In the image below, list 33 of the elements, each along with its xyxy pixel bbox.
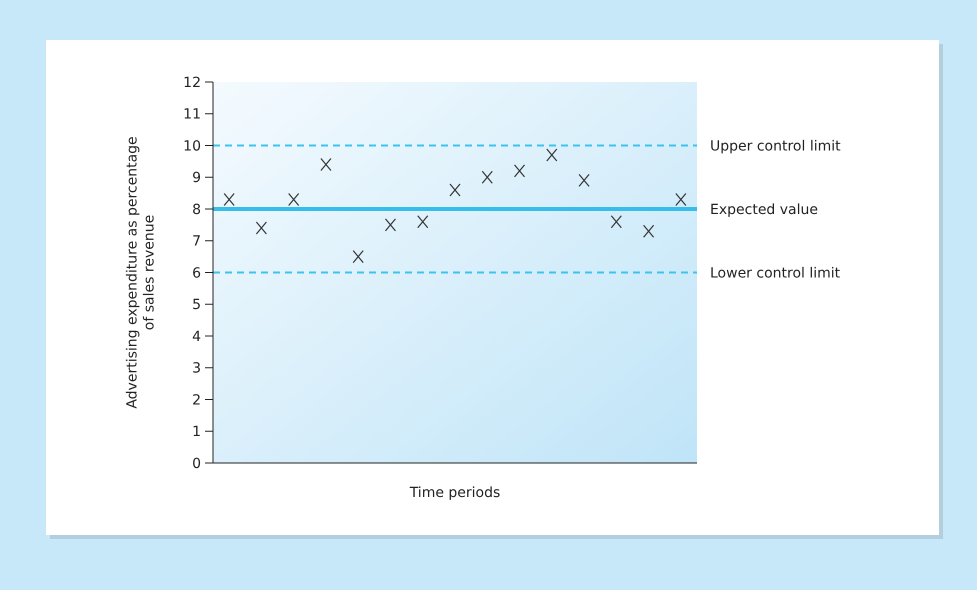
y-tick-label: 12 <box>183 74 201 91</box>
point <box>578 174 590 188</box>
point <box>320 158 332 172</box>
y-tick-label: 2 <box>192 392 201 408</box>
point <box>256 221 267 235</box>
point <box>514 164 526 178</box>
point <box>417 215 428 228</box>
y-tick-label: 0 <box>192 456 201 472</box>
point <box>288 192 300 206</box>
y-tick-label: 11 <box>183 106 201 123</box>
y-axis-title: Advertising expenditure as percentage of sales revenue <box>124 136 158 409</box>
point <box>643 224 654 238</box>
point <box>449 183 461 197</box>
point <box>546 148 558 162</box>
point <box>384 218 396 232</box>
y-tick-label: 10 <box>183 138 201 154</box>
y-tick-label: 5 <box>192 297 201 314</box>
ref-line-label: Expected value <box>710 202 818 218</box>
point <box>482 170 493 184</box>
point <box>352 250 364 264</box>
ref-line-label: Upper control limit <box>710 138 842 154</box>
y-tick-label: 6 <box>192 265 202 282</box>
y-tick-label: 4 <box>192 328 202 345</box>
point <box>610 215 622 228</box>
y-tick-label: 7 <box>192 234 201 250</box>
point <box>675 192 686 206</box>
x-axis-title: Time periods <box>408 485 500 501</box>
y-tick-label: 9 <box>192 170 201 186</box>
y-tick-label: 8 <box>192 202 201 218</box>
y-tick-label: 3 <box>192 360 201 377</box>
ref-line-label: Lower control limit <box>710 265 841 282</box>
point <box>224 192 235 206</box>
y-tick-label: 1 <box>192 424 201 440</box>
